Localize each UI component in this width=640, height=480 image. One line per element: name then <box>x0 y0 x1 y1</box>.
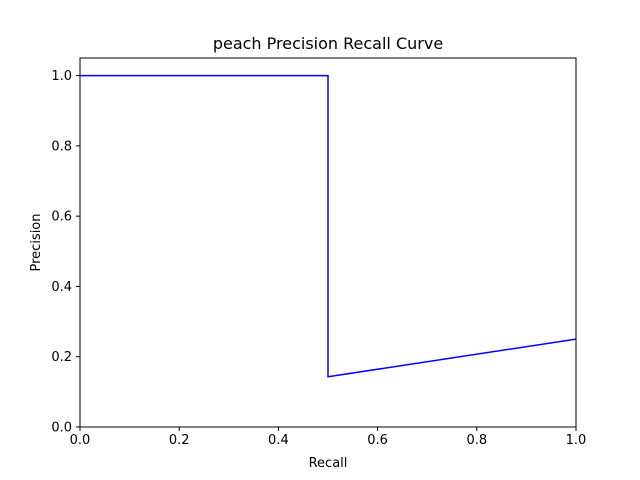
y-tick-label: 0.8 <box>51 139 72 154</box>
x-tick-label: 0.0 <box>70 433 91 448</box>
y-tick-label: 1.0 <box>51 69 72 84</box>
y-tick-label: 0.4 <box>51 280 72 295</box>
x-axis-ticks: 0.0 0.2 0.4 0.6 0.8 1.0 <box>70 427 587 448</box>
y-tick-label: 0.0 <box>51 421 72 436</box>
plot-frame <box>79 57 577 428</box>
y-axis-label: Precision <box>29 213 44 271</box>
y-tick-label: 0.2 <box>51 350 72 365</box>
x-tick-label: 0.2 <box>169 433 190 448</box>
x-tick-label: 0.8 <box>466 433 487 448</box>
x-axis-label: Recall <box>309 456 348 471</box>
x-tick-label: 1.0 <box>566 433 587 448</box>
series-layer <box>80 74 577 378</box>
y-axis-ticks: 0.0 0.2 0.4 0.6 0.8 1.0 <box>51 69 80 436</box>
chart-title: peach Precision Recall Curve <box>213 34 443 53</box>
x-tick-label: 0.4 <box>268 433 289 448</box>
y-tick-label: 0.6 <box>51 210 72 225</box>
x-tick-label: 0.6 <box>367 433 388 448</box>
series-line-0 <box>80 74 577 378</box>
